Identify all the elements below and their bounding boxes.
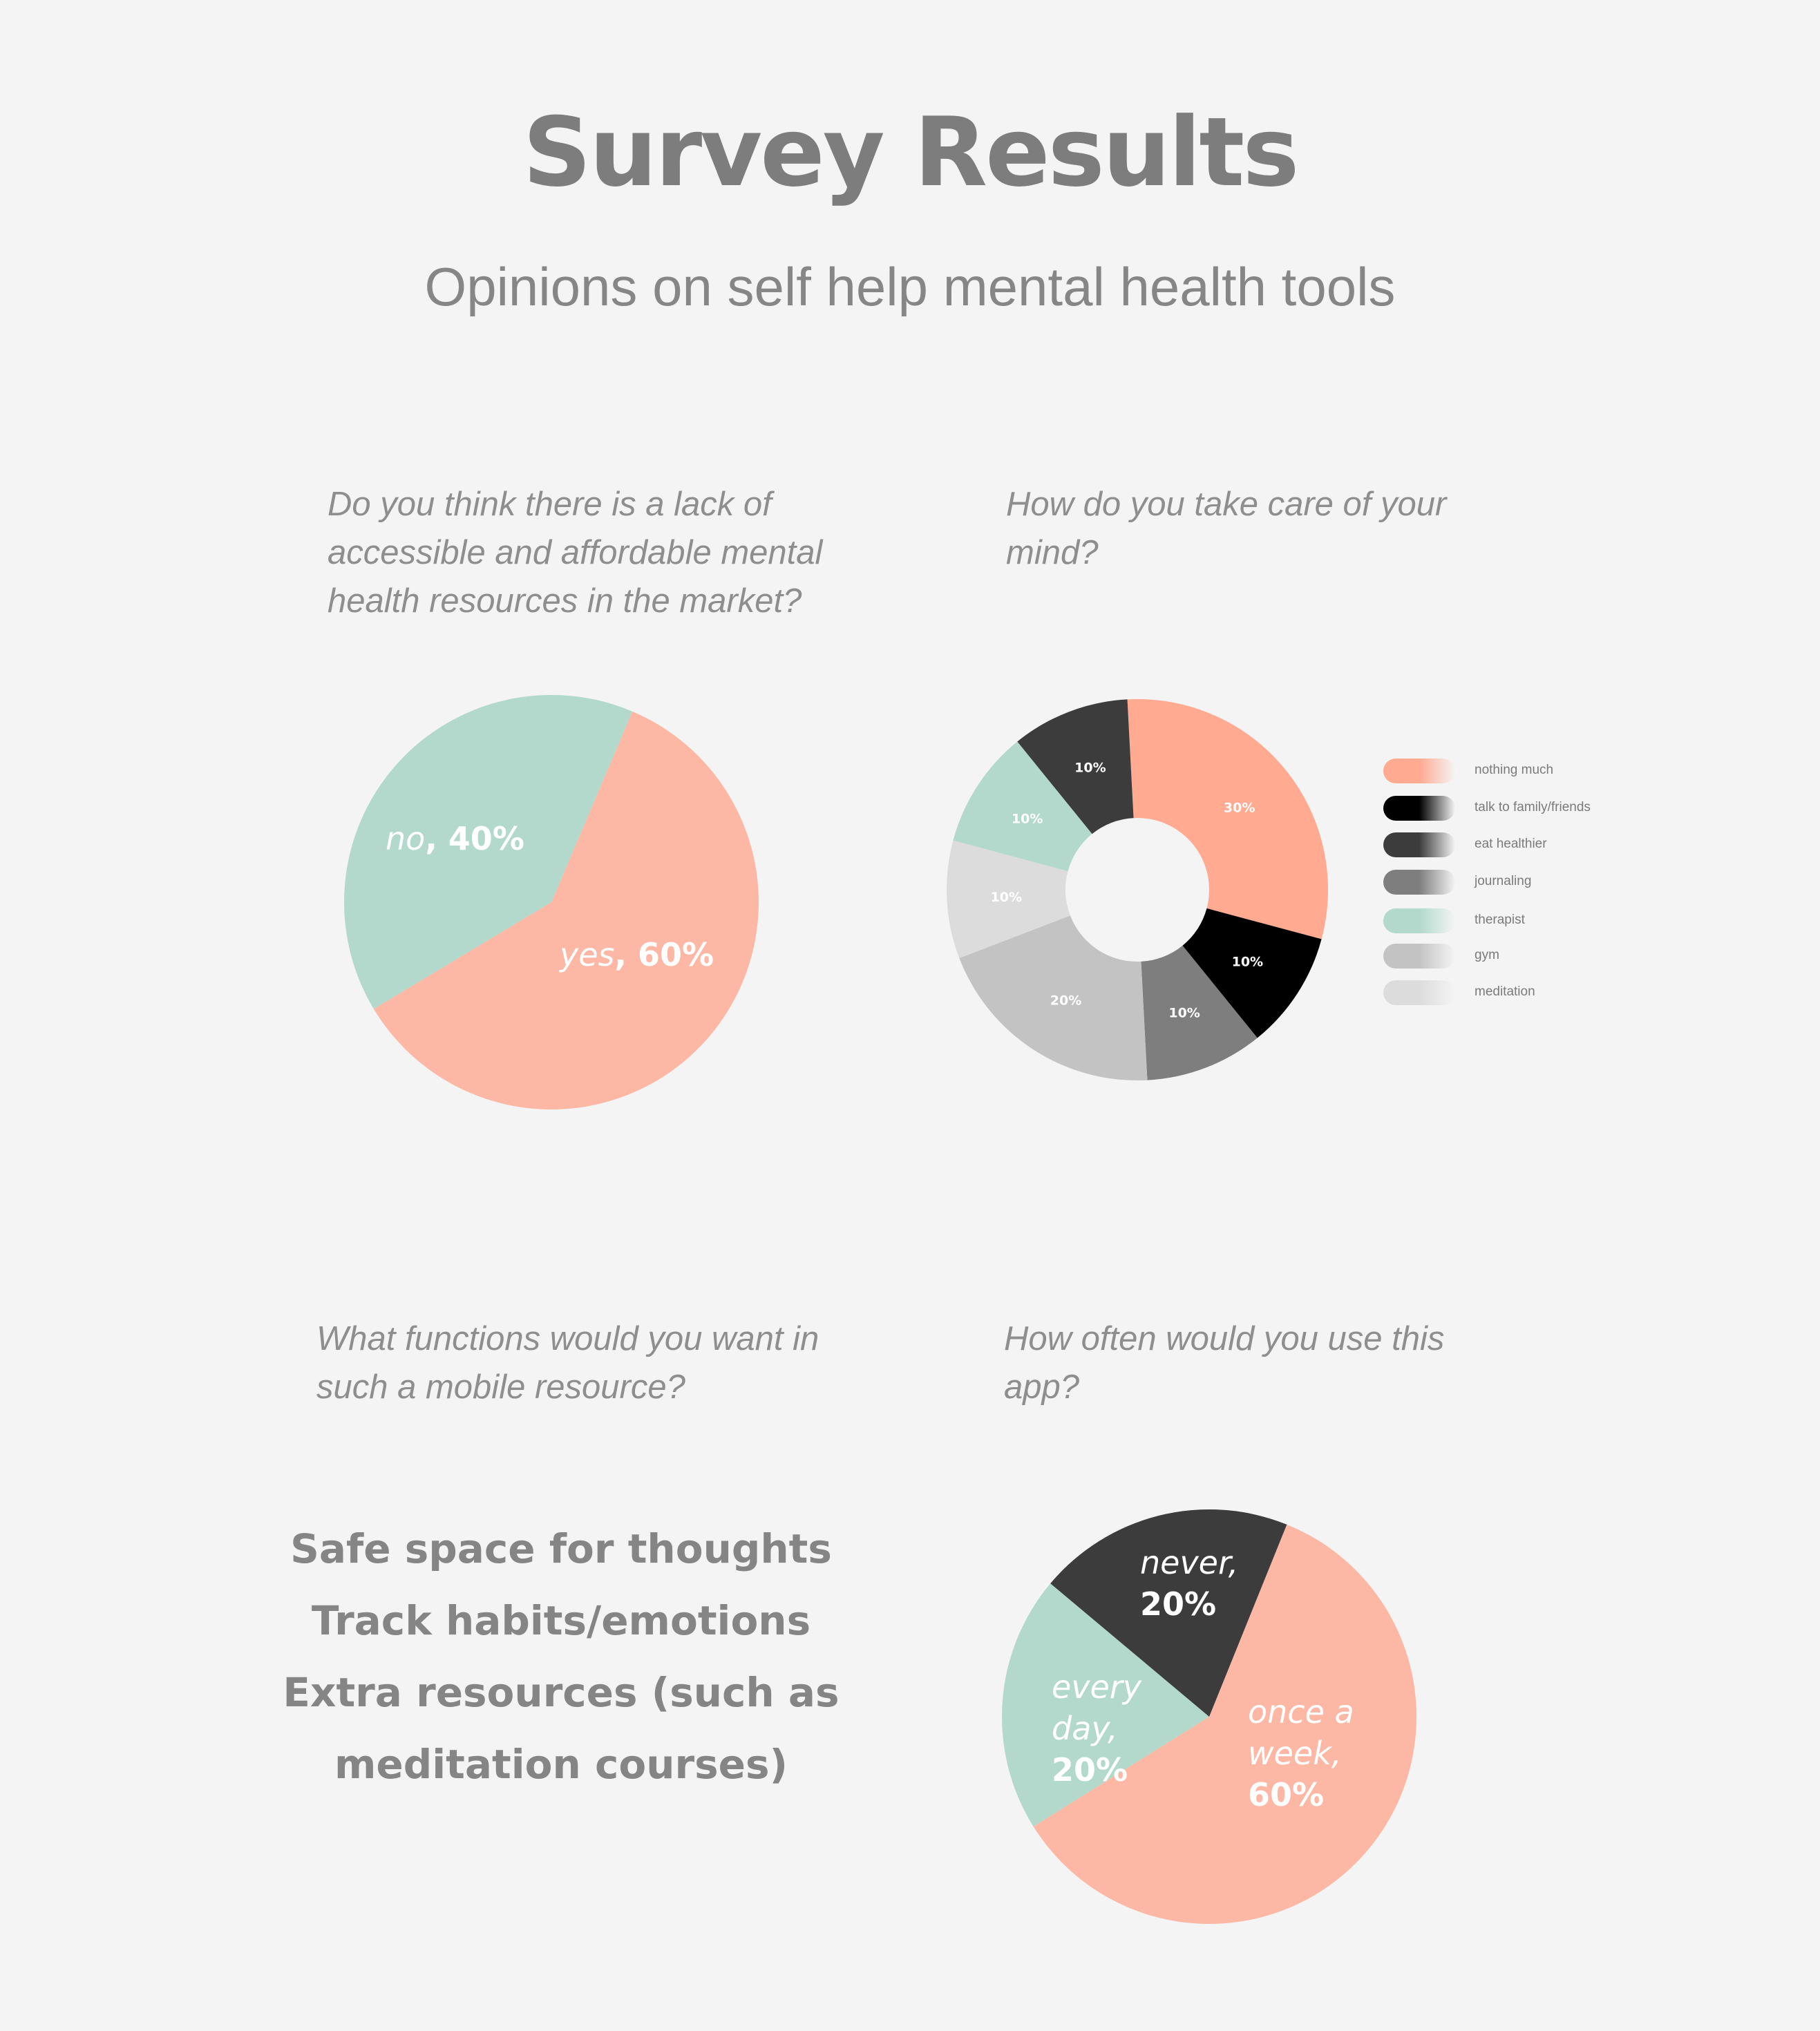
function-item: meditation courses) (334, 1741, 788, 1788)
legend-item-therapist: therapist (1383, 908, 1611, 933)
legend-swatch (1383, 908, 1455, 933)
pie-slice-no (343, 695, 633, 1009)
legend-label: nothing much (1475, 763, 1554, 777)
slice-label-no: no, 40% (386, 820, 524, 857)
slice-label-name: every (1052, 1668, 1142, 1706)
question-1-line-2: accessible and affordable mental (328, 534, 823, 571)
legend-item-eat-healthier: eat healthier (1383, 832, 1611, 857)
pie-slice-gym (959, 915, 1148, 1080)
question-4: How often would you use this app? (1004, 1315, 1444, 1411)
pie-slice-eat-healthier (1017, 699, 1134, 835)
donut-label-gym: 20% (1050, 993, 1081, 1008)
donut-label-talk-to-family-friends: 10% (1232, 954, 1263, 969)
pie-slice-never (1050, 1509, 1287, 1717)
slice-label-value: , 60% (615, 936, 714, 973)
legend-label: therapist (1475, 913, 1525, 927)
slice-label-value: 20% (1140, 1585, 1216, 1623)
pie-chart-market-lack: yes, 60% no, 40% (343, 695, 759, 1109)
legend-swatch (1383, 796, 1455, 821)
donut-label-nothing-much: 30% (1224, 800, 1255, 815)
slice-label-never: never, 20% (1140, 1544, 1238, 1623)
legend-label: gym (1475, 948, 1499, 962)
pie-slice-meditation (947, 840, 1070, 958)
slice-label-name: day, (1052, 1710, 1118, 1747)
question-3: What functions would you want in such a … (316, 1315, 819, 1411)
question-2-line-2: mind? (1006, 534, 1099, 571)
legend-label: eat healthier (1475, 837, 1547, 851)
function-item: Track habits/emotions (311, 1597, 811, 1644)
slice-label-name: never, (1140, 1544, 1238, 1581)
functions-list: Safe space for thoughts Track habits/emo… (276, 1513, 846, 1800)
pie-slice-yes (373, 711, 759, 1109)
question-2-line-1: How do you take care of your (1006, 486, 1447, 523)
question-3-line-1: What functions would you want in (316, 1320, 819, 1357)
donut-legend: nothing much talk to family/friends eat … (1383, 759, 1611, 1021)
legend-swatch (1383, 832, 1455, 857)
function-item: Safe space for thoughts (290, 1525, 832, 1572)
legend-label: journaling (1475, 874, 1532, 888)
donut-label-therapist: 10% (1012, 812, 1043, 827)
page-title: Survey Results (522, 97, 1300, 208)
donut-label-journaling: 10% (1168, 1005, 1200, 1020)
question-1: Do you think there is a lack of accessib… (328, 480, 822, 625)
pie-slice-every-day (1002, 1583, 1209, 1827)
question-3-line-2: such a mobile resource? (316, 1369, 685, 1406)
question-4-line-1: How often would you use this (1004, 1320, 1445, 1357)
legend-swatch (1383, 759, 1455, 783)
slice-label-value: 20% (1052, 1751, 1128, 1789)
slice-label-name: week, (1248, 1735, 1341, 1772)
slice-label-yes: yes, 60% (558, 936, 714, 973)
question-4-line-2: app? (1004, 1369, 1080, 1406)
legend-item-gym: gym (1383, 944, 1611, 969)
slice-label-every-day: every day, 20% (1052, 1668, 1142, 1789)
legend-swatch (1383, 980, 1455, 1005)
question-2: How do you take care of your mind? (1006, 480, 1446, 577)
legend-swatch (1383, 870, 1455, 895)
pie-slice-nothing-much (1127, 699, 1328, 940)
pie-chart-usage-frequency: once a week, 60% every day, 20% never, 20% (1002, 1509, 1416, 1924)
pie-slice-talk-to-family-friends (1182, 908, 1322, 1038)
pie-slice-journaling (1141, 945, 1258, 1080)
function-item: Extra resources (such as (283, 1669, 840, 1716)
page-subtitle: Opinions on self help mental health tool… (424, 256, 1396, 317)
legend-item-talk-family-friends: talk to family/friends (1383, 796, 1611, 821)
donut-chart-mind-care: 30% 10% 10% 20% 10% 10% 10% (947, 699, 1328, 1080)
pie-slice-once-a-week (1033, 1524, 1416, 1924)
legend-label: meditation (1475, 984, 1535, 999)
slice-label-value: , 40% (425, 820, 524, 857)
slice-label-value: 60% (1248, 1776, 1324, 1813)
legend-swatch (1383, 944, 1455, 969)
question-1-line-3: health resources in the market? (328, 582, 802, 620)
slice-label-name: no (386, 820, 425, 857)
donut-label-eat-healthier: 10% (1074, 761, 1106, 776)
donut-label-meditation: 10% (991, 890, 1022, 905)
slice-label-name: once a (1248, 1693, 1354, 1730)
legend-label: talk to family/friends (1475, 800, 1591, 814)
slice-label-once-a-week: once a week, 60% (1248, 1693, 1354, 1813)
legend-item-nothing-much: nothing much (1383, 759, 1611, 783)
question-1-line-1: Do you think there is a lack of (328, 486, 772, 523)
pie-slice-therapist (953, 741, 1092, 872)
legend-item-meditation: meditation (1383, 980, 1611, 1005)
legend-item-journaling: journaling (1383, 870, 1611, 895)
slice-label-name: yes (558, 936, 615, 973)
